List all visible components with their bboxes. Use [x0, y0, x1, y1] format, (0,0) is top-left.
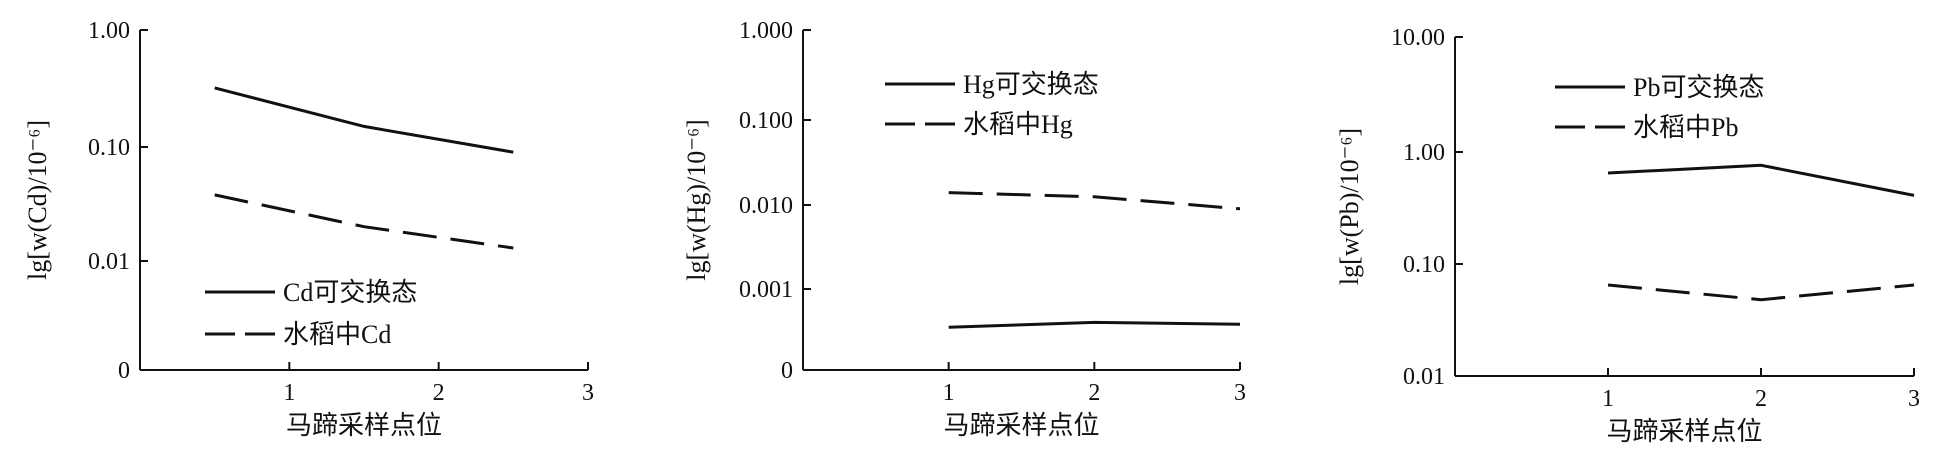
y-axis-label: lg[w(Pb)/10⁻⁶]	[1335, 128, 1364, 285]
x-tick-label: 2	[1088, 380, 1100, 406]
legend-label: 水稻中Cd	[283, 320, 391, 349]
series-line-dashed	[214, 193, 514, 250]
y-tick-label: 0.100	[739, 108, 793, 134]
series-line-solid	[214, 86, 514, 154]
x-tick-label: 2	[433, 380, 445, 406]
x-axis-label: 马蹄采样点位	[943, 411, 1099, 440]
x-tick-label: 1	[1602, 386, 1614, 412]
series-line-dashed	[948, 191, 1241, 211]
y-tick-label: 0.01	[88, 249, 130, 275]
y-tick-label: 0.01	[1403, 364, 1445, 390]
y-tick-label: 1.00	[88, 18, 130, 44]
y-tick-label: 0.10	[1403, 252, 1445, 278]
y-axis-label: lg[w(Cd)/10⁻⁶]	[23, 120, 52, 280]
y-tick-label: 0	[118, 358, 130, 384]
x-tick-label: 1	[943, 380, 955, 406]
y-tick-label: 0.10	[88, 135, 130, 161]
x-tick-label: 1	[283, 380, 295, 406]
legend-label: 水稻中Pb	[1633, 113, 1738, 142]
y-tick-label: 0.010	[739, 193, 793, 219]
chart-panel-3: 10.00 1.00 0.10 0.01 1 2 3 马蹄采样点位 lg[w(Pb)/10⁻⁶]…	[1335, 25, 1920, 446]
series-line-dashed	[1607, 283, 1915, 302]
y-axis-label: lg[w(Hg)/10⁻⁶]	[682, 119, 711, 280]
legend-label: Cd可交换态	[283, 278, 417, 307]
x-axis-label: 马蹄采样点位	[286, 411, 442, 440]
series-line-solid	[1607, 163, 1915, 197]
y-tick-label: 0.001	[739, 277, 793, 303]
y-tick-label: 10.00	[1391, 25, 1445, 51]
x-axis-label: 马蹄采样点位	[1606, 417, 1762, 446]
y-tick-label: 1.000	[739, 18, 793, 44]
x-tick-label: 3	[1908, 386, 1920, 412]
legend-label: Hg可交换态	[963, 70, 1099, 99]
series-line-solid	[948, 320, 1241, 329]
legend-label: 水稻中Hg	[963, 110, 1073, 139]
y-tick-label: 1.00	[1403, 140, 1445, 166]
x-tick-label: 2	[1755, 386, 1767, 412]
legend-label: Pb可交换态	[1633, 73, 1764, 102]
chart-panel-2: 1.000 0.100 0.010 0.001 0 1 2 3 马蹄采样点位 lg[w(Hg)/1…	[682, 18, 1246, 440]
y-tick-label: 0	[781, 358, 793, 384]
x-tick-label: 3	[582, 380, 594, 406]
chart-panel-1: 1.00 0.10 0.01 0 1 2 3 马蹄采样点位 lg[w(Cd)/10⁻⁶] Cd可交…	[23, 18, 594, 440]
x-tick-label: 3	[1234, 380, 1246, 406]
